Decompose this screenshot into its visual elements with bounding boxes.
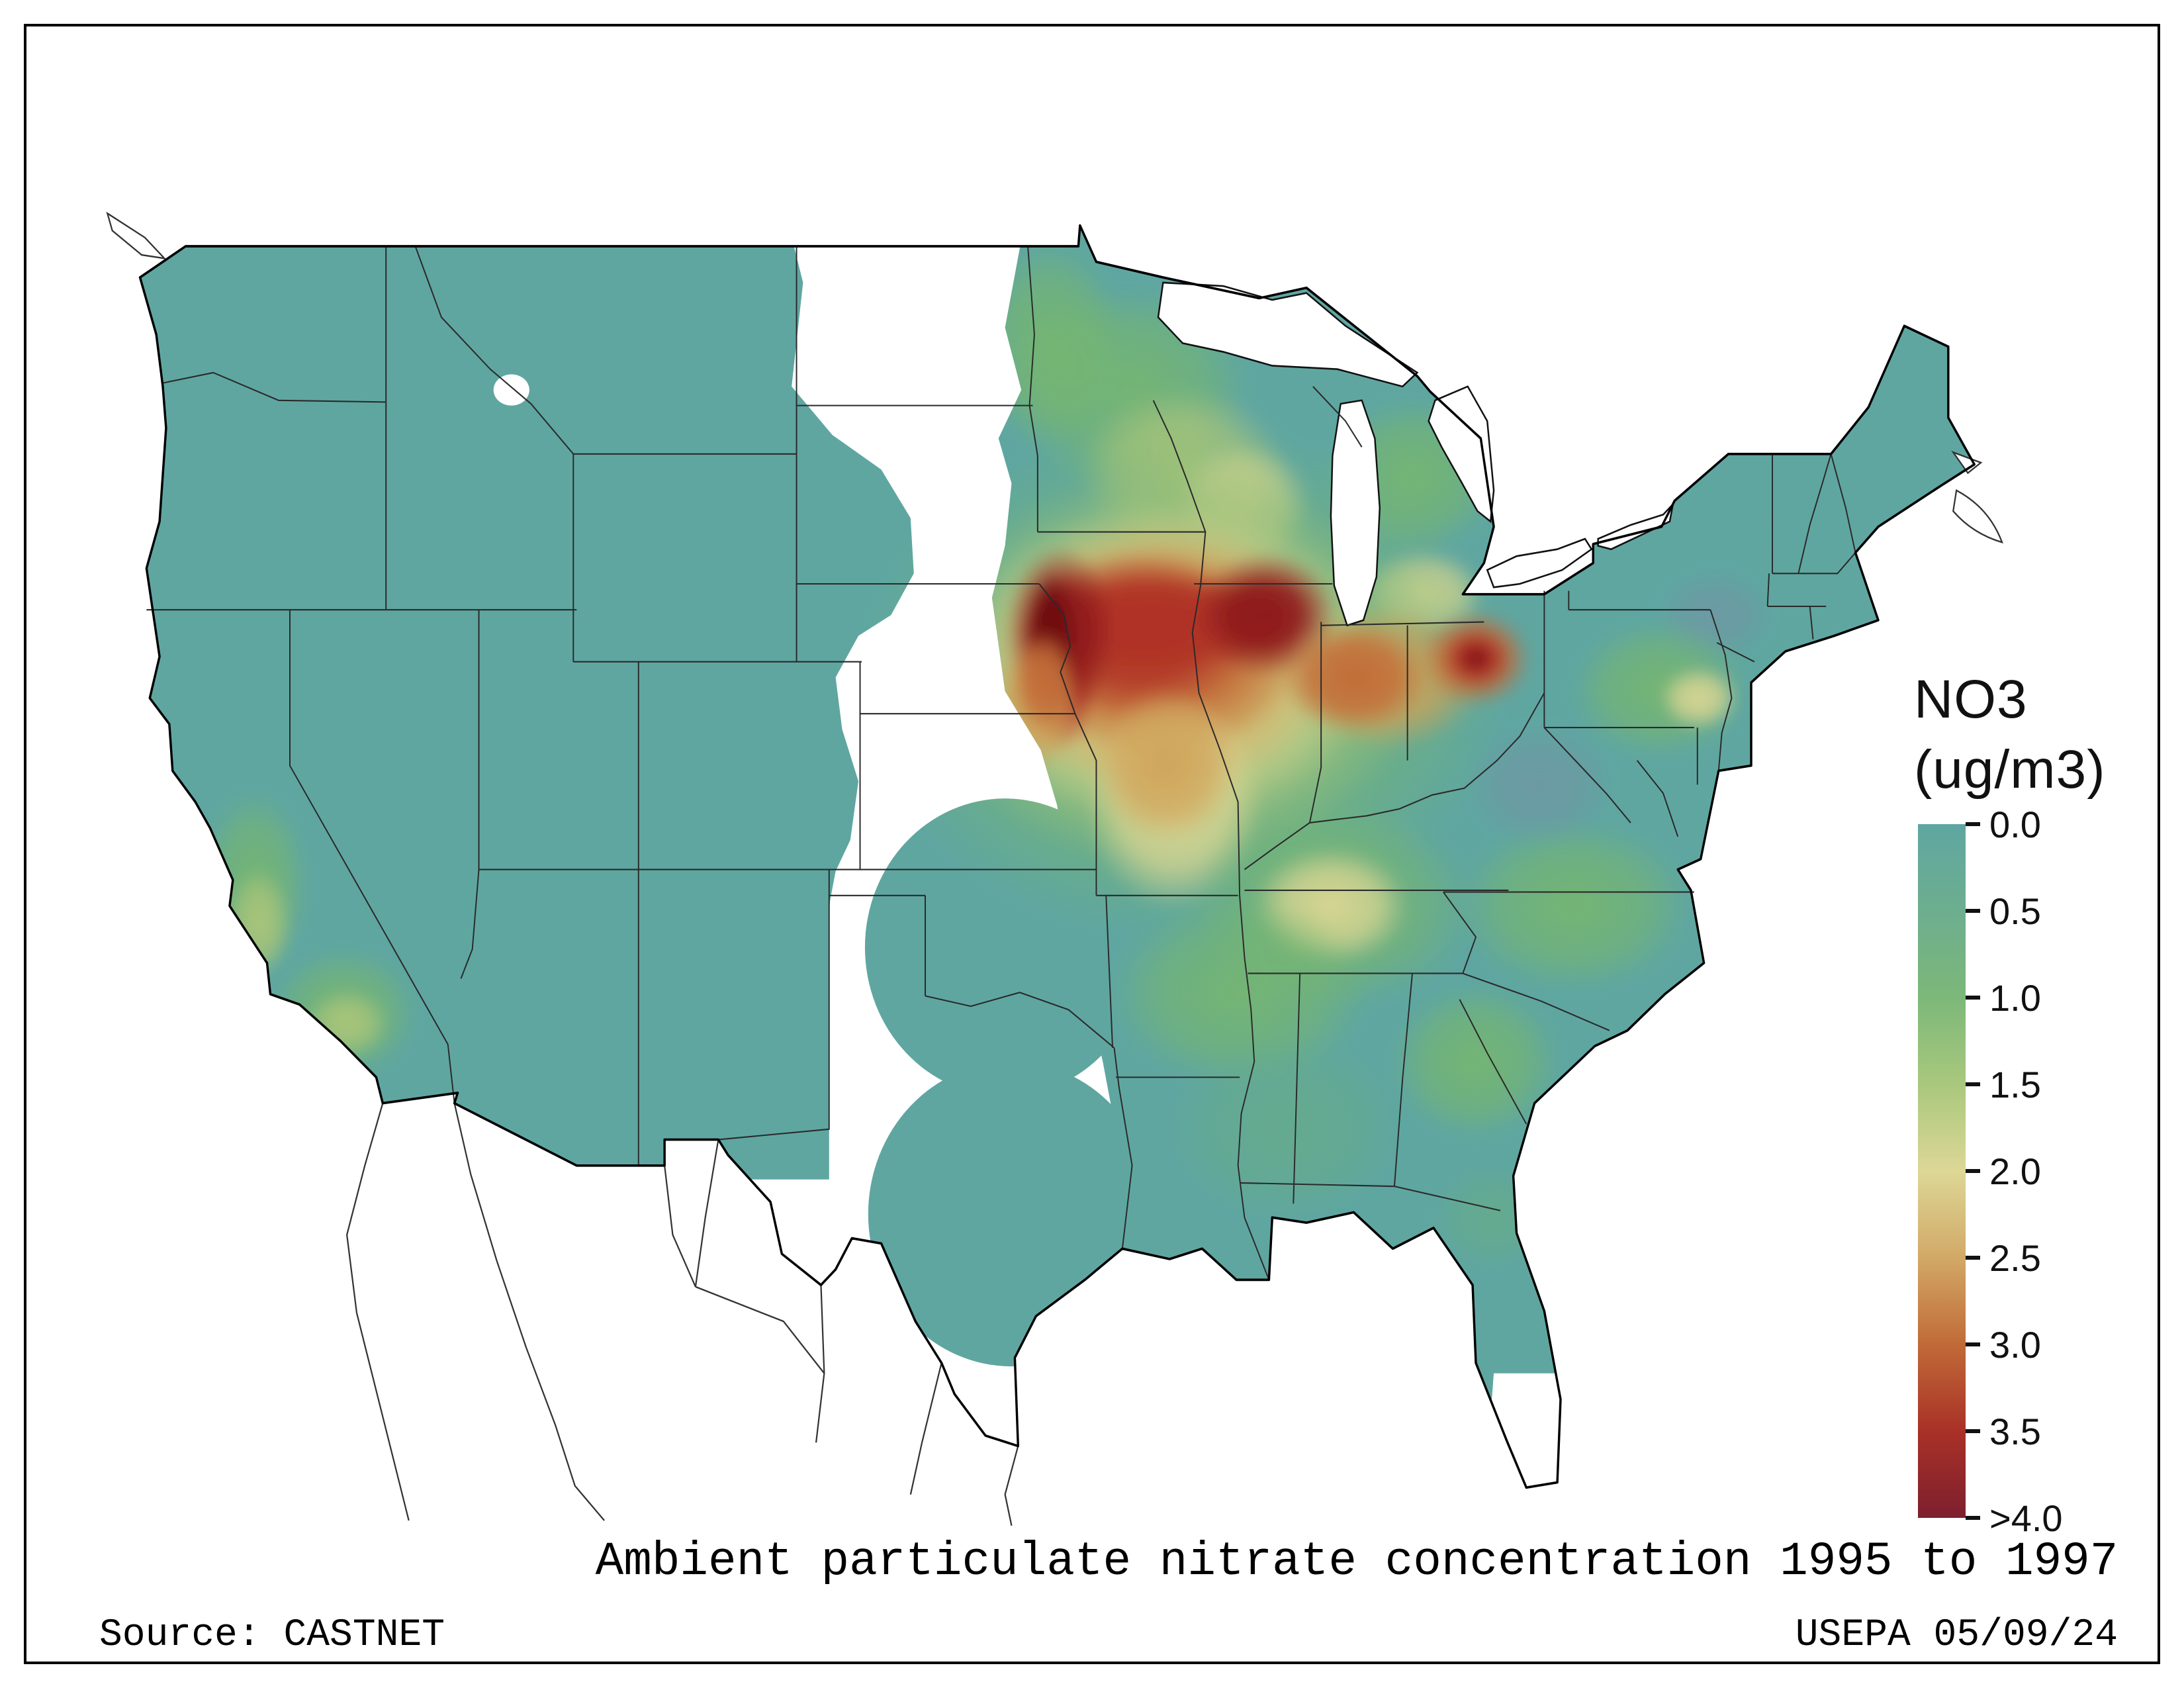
legend-tick-mark <box>1966 1082 1980 1086</box>
concentration-hotspots <box>199 239 1774 1270</box>
state-boundaries <box>146 246 1856 1280</box>
legend-tick-label: 0.5 <box>1989 890 2041 932</box>
legend-tick-mark <box>1966 1169 1980 1173</box>
us-outline <box>138 224 1976 1489</box>
legend-tick-mark <box>1966 822 1980 826</box>
legend-tick-label: 2.0 <box>1989 1150 2041 1192</box>
legend-ticks: 0.0 0.5 1.0 1.5 2.0 2.5 3.0 3.5 >4.0 <box>1966 804 2164 1539</box>
legend-tick: 1.0 <box>1966 976 2041 1019</box>
us-concentration-map <box>106 211 2003 1526</box>
no-data-hole-montana <box>493 374 529 406</box>
interpolated-surface <box>140 225 1975 1488</box>
legend-tick-label: 3.0 <box>1989 1323 2041 1366</box>
legend-tick: 2.0 <box>1966 1150 2041 1192</box>
legend-tick: 3.0 <box>1966 1323 2041 1366</box>
legend-tick-mark <box>1966 996 1980 1000</box>
legend-tick: 2.5 <box>1966 1237 2041 1279</box>
legend-units: (ug/m3) <box>1914 739 2106 800</box>
legend-title: NO3 <box>1914 669 2028 729</box>
legend-tick-mark <box>1966 1342 1980 1346</box>
agency-date-label: USEPA 05/09/24 <box>1795 1614 2118 1657</box>
legend-tick: 0.5 <box>1966 890 2041 932</box>
legend-tick: 0.0 <box>1966 803 2041 845</box>
legend-tick-label: 0.0 <box>1989 803 2041 845</box>
neighbor-country-lines <box>106 211 2003 1526</box>
legend-tick-label: >4.0 <box>1989 1497 2063 1539</box>
legend-tick: 1.5 <box>1966 1063 2041 1105</box>
legend-tick-label: 2.5 <box>1989 1237 2041 1279</box>
legend-tick-mark <box>1966 1256 1980 1260</box>
legend-tick-mark <box>1966 1516 1980 1520</box>
legend-tick-label: 3.5 <box>1989 1410 2041 1452</box>
figure-border <box>24 24 2160 1664</box>
legend-tick: >4.0 <box>1966 1497 2063 1539</box>
source-label: Source: CASTNET <box>99 1614 445 1657</box>
legend-tick-label: 1.0 <box>1989 976 2041 1019</box>
legend-tick-label: 1.5 <box>1989 1063 2041 1105</box>
legend-tick-mark <box>1966 909 1980 913</box>
great-lakes <box>1157 281 1674 627</box>
legend-tick-mark <box>1966 1429 1980 1433</box>
figure-caption: Ambient particulate nitrate concentratio… <box>595 1536 2118 1589</box>
legend-tick: 3.5 <box>1966 1410 2041 1452</box>
legend-color-bar <box>1918 824 1966 1518</box>
